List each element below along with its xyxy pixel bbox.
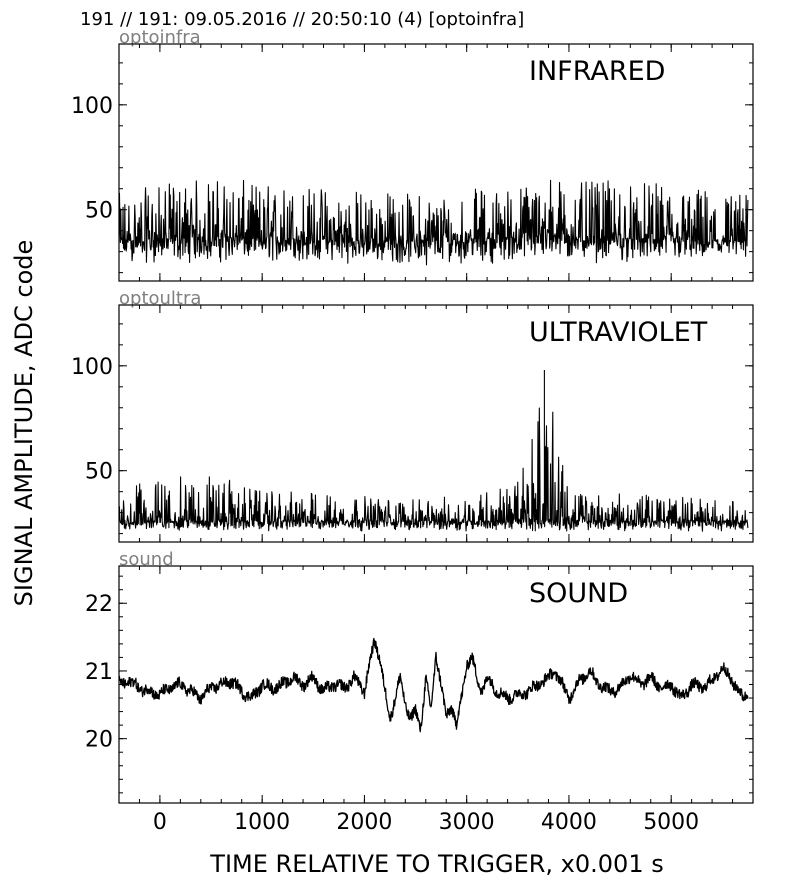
- y-tick-label: 50: [85, 199, 113, 224]
- y-tick-label: 22: [85, 592, 113, 617]
- y-tick-label: 20: [85, 728, 113, 753]
- panel-sound: sound 0 1000 2000 3000 4000 5000 20 21 22 SOUND: [85, 549, 754, 835]
- x-tick-label: 4000: [541, 810, 597, 835]
- channel-label-sound: sound: [119, 549, 174, 570]
- panel-title-optoinfra: INFRARED: [529, 56, 665, 87]
- y-tick-label: 100: [71, 94, 113, 119]
- y-axis-label: SIGNAL AMPLITUDE, ADC code: [10, 240, 38, 607]
- x-tick-label: 1000: [234, 810, 290, 835]
- trace-sound: [119, 637, 749, 733]
- x-tick-label: 0: [153, 810, 167, 835]
- header-text: 191 // 191: 09.05.2016 // 20:50:10 (4) […: [80, 9, 524, 30]
- panel-optoinfra: optoinfra 50 100 INFRARED: [71, 27, 754, 282]
- y-tick-label: 100: [71, 355, 113, 380]
- x-axis-label: TIME RELATIVE TO TRIGGER, x0.001 s: [209, 850, 663, 878]
- trace-optoinfra: [119, 179, 749, 266]
- panel-optoultra: optoultra 50 100 ULTRAVIOLET: [71, 288, 754, 543]
- x-tick-label: 3000: [439, 810, 495, 835]
- plot-frame-optoultra: [118, 304, 754, 543]
- channel-label-optoultra: optoultra: [119, 288, 201, 309]
- x-tick-label: 5000: [643, 810, 699, 835]
- x-tick-label: 2000: [336, 810, 392, 835]
- channel-label-optoinfra: optoinfra: [119, 27, 201, 48]
- panel-title-optoultra: ULTRAVIOLET: [529, 317, 708, 348]
- trace-optoultra: [119, 370, 749, 532]
- plot-frame-optoinfra: [118, 43, 754, 282]
- y-tick-label: 50: [85, 460, 113, 485]
- panels: optoinfra 50 100 INFRARED optoultra 50 100 ULTR…: [71, 27, 754, 835]
- panel-title-sound: SOUND: [529, 578, 628, 609]
- y-tick-label: 21: [85, 660, 113, 685]
